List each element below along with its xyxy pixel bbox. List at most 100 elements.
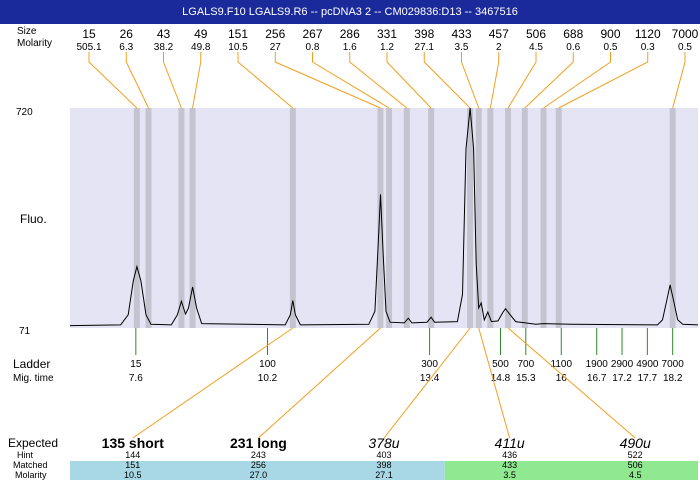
hint-value: 522 [628,450,643,460]
peak-band [428,108,435,328]
peak-molarity-label: 505.1 [76,42,101,53]
peak-band [189,108,196,328]
peak-molarity-label: 1.6 [343,42,357,53]
ladder-size-label: 15 [130,359,142,370]
peak-connector [423,52,471,109]
molarity-value: 27.0 [250,470,268,480]
peak-connector [507,52,537,109]
expected-connector [507,327,636,439]
molarity-value: 3.5 [503,470,516,480]
peak-band [521,108,528,328]
expected-connector [132,327,294,439]
molarity-value: 4.5 [629,470,642,480]
peak-band [145,108,152,328]
peak-size-label: 331 [377,27,397,41]
molarity-table-row-label: Molarity [15,470,47,480]
expected-label: 378u [368,435,399,451]
peak-connector [386,52,432,109]
peak-molarity-label: 49.8 [191,42,211,53]
matched-value: 256 [251,460,266,470]
expected-label: 231 long [230,435,287,451]
peak-size-label: 15 [82,27,96,41]
matched-value: 151 [125,460,140,470]
peak-band [178,108,185,328]
peak-size-label: 286 [340,27,360,41]
ladder-time-label: 16.7 [587,373,607,384]
peak-band [289,108,296,328]
hint-value: 243 [251,450,266,460]
peak-size-label: 1120 [635,27,661,41]
peak-band [133,108,140,328]
ladder-time-label: 17.7 [638,373,658,384]
expected-label: 411u [495,435,525,451]
matched-band-green [444,461,698,480]
peak-band [669,108,676,328]
peak-band [475,108,482,328]
matched-band-blue [70,461,445,480]
peak-connector [125,52,149,109]
ladder-size-label: 300 [421,359,438,370]
hint-value: 436 [502,450,517,460]
matched-row-label: Matched [13,460,48,470]
matched-value: 506 [628,460,643,470]
peak-connector [163,52,182,109]
ladder-time-label: 10.2 [258,373,278,384]
ladder-size-label: 4900 [636,359,659,370]
peak-size-label: 256 [265,27,285,41]
peak-molarity-label: 6.3 [119,42,133,53]
ladder-size-label: 1900 [586,359,609,370]
expected-label: 135 short [102,435,165,451]
ladder-time-label: 14.8 [491,373,511,384]
hint-row-label: Hint [17,450,34,460]
molarity-value: 27.1 [375,470,393,480]
peak-molarity-label: 3.5 [455,42,469,53]
ladder-time-label: 13.4 [420,373,440,384]
ladder-time-label: 18.2 [663,373,683,384]
expected-connector [383,327,471,439]
peak-size-label: 43 [157,27,171,41]
fluorescence-trace [69,107,699,327]
mig-time-row-label: Mig. time [13,373,54,384]
molarity-value: 10.5 [124,470,142,480]
peak-connector [489,52,500,109]
peak-size-label: 688 [563,27,583,41]
ladder-size-label: 7000 [662,359,685,370]
expected-row-label: Expected [8,436,58,450]
peak-molarity-label: 1.2 [380,42,394,53]
peak-size-label: 26 [120,27,134,41]
plot-background [70,108,698,328]
peak-connector [543,52,611,109]
ladder-size-label: 100 [259,359,276,370]
ladder-size-label: 700 [517,359,534,370]
ladder-size-label: 500 [492,359,509,370]
ladder-time-label: 17.2 [612,373,632,384]
peak-band [540,108,547,328]
ladder-time-label: 15.3 [516,373,536,384]
expected-connector [478,327,511,439]
peak-molarity-label: 27 [270,42,282,53]
hint-value: 403 [376,450,391,460]
matched-value: 433 [502,460,517,470]
y-min-label: 71 [19,326,31,337]
peak-connector [88,52,138,109]
peak-band [487,108,494,328]
peak-molarity-label: 0.3 [641,42,655,53]
chart-title: LGALS9.F10 LGALS9.R6 -- pcDNA3 2 -- CM02… [0,0,700,24]
ladder-time-label: 7.6 [129,373,143,384]
peak-molarity-label: 4.5 [529,42,543,53]
peak-molarity-label: 0.8 [306,42,320,53]
peak-size-label: 506 [526,27,546,41]
peak-size-label: 7000 [672,27,699,41]
peak-molarity-label: 0.6 [566,42,580,53]
y-max-label: 720 [16,107,33,118]
ladder-time-label: 16 [556,373,568,384]
fluo-axis-label: Fluo. [20,212,47,226]
ladder-row-label: Ladder [13,357,50,371]
peak-connector [461,52,480,109]
peak-band [386,108,393,328]
hint-value: 144 [125,450,140,460]
peak-band [377,108,384,328]
peak-molarity-label: 0.5 [604,42,618,53]
matched-value: 398 [376,460,391,470]
